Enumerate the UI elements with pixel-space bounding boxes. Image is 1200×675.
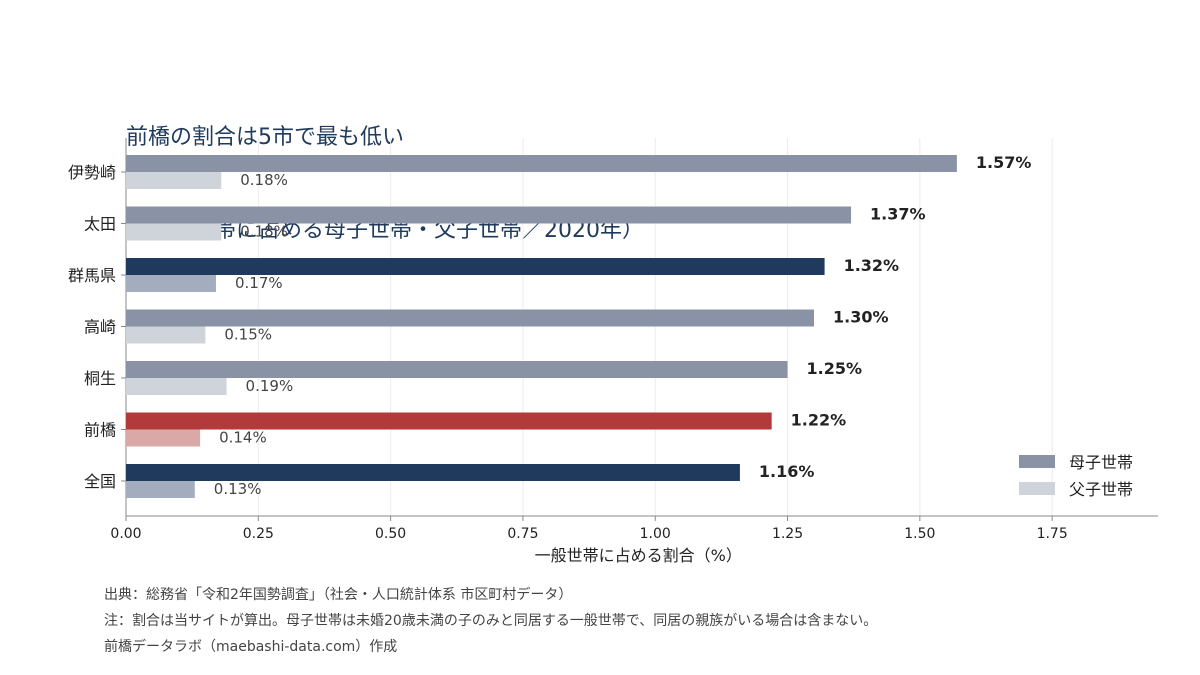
bar-mother-0 bbox=[126, 155, 957, 172]
data-label-father: 0.18% bbox=[240, 223, 288, 241]
bar-mother-1 bbox=[126, 206, 852, 224]
bar-mother-4 bbox=[126, 361, 788, 378]
legend-swatch-father bbox=[1019, 482, 1055, 495]
data-label-mother: 1.37% bbox=[870, 205, 926, 224]
footnote-note: 注：割合は当サイトが算出。母子世帯は未婚20歳未満の子のみと同居する一般世帯で、… bbox=[104, 613, 878, 629]
x-tick-label: 1.50 bbox=[904, 526, 935, 542]
legend-label-mother: 母子世帯 bbox=[1069, 453, 1133, 472]
bar-father-2 bbox=[126, 275, 216, 292]
bar-father-5 bbox=[126, 429, 201, 447]
bar-mother-5 bbox=[126, 412, 772, 430]
data-label-mother: 1.16% bbox=[759, 462, 815, 481]
category-label: 前橋 bbox=[84, 421, 116, 440]
bar-father-4 bbox=[126, 378, 227, 395]
bar-father-0 bbox=[126, 172, 222, 189]
data-label-father: 0.19% bbox=[246, 377, 294, 395]
category-label: 太田 bbox=[84, 215, 116, 234]
bar-father-1 bbox=[126, 223, 222, 241]
x-tick-label: 1.25 bbox=[772, 526, 803, 542]
legend-label-father: 父子世帯 bbox=[1069, 480, 1133, 499]
data-label-mother: 1.22% bbox=[791, 411, 847, 430]
x-tick-label: 1.75 bbox=[1037, 526, 1068, 542]
x-tick-label: 0.00 bbox=[110, 526, 141, 542]
category-label: 全国 bbox=[84, 472, 116, 491]
x-tick-label: 0.50 bbox=[375, 526, 406, 542]
data-label-mother: 1.57% bbox=[976, 153, 1032, 172]
bar-mother-2 bbox=[126, 258, 825, 275]
legend-swatch-mother bbox=[1019, 455, 1055, 468]
category-label: 桐生 bbox=[84, 369, 116, 388]
x-tick-label: 0.75 bbox=[507, 526, 538, 542]
data-label-father: 0.15% bbox=[224, 326, 272, 344]
x-tick-label: 0.25 bbox=[243, 526, 274, 542]
bar-father-6 bbox=[126, 481, 195, 498]
footnote-credit: 前橋データラボ（maebashi-data.com）作成 bbox=[104, 639, 398, 655]
x-axis-label: 一般世帯に占める割合（%） bbox=[535, 546, 742, 565]
data-label-mother: 1.32% bbox=[844, 256, 900, 275]
footnote-source: 出典：総務省「令和2年国勢調査」（社会・人口統計体系 市区町村データ） bbox=[104, 587, 573, 603]
data-label-father: 0.18% bbox=[240, 171, 288, 189]
chart-title-line1: 前橋の割合は5市で最も低い bbox=[126, 125, 404, 150]
category-label: 伊勢崎 bbox=[68, 163, 116, 182]
category-label: 群馬県 bbox=[68, 266, 116, 285]
category-label: 高崎 bbox=[84, 318, 116, 337]
data-label-father: 0.14% bbox=[219, 429, 267, 447]
bar-mother-6 bbox=[126, 464, 740, 481]
data-label-father: 0.17% bbox=[235, 274, 283, 292]
bar-father-3 bbox=[126, 326, 206, 344]
data-label-mother: 1.30% bbox=[833, 308, 889, 327]
bar-mother-3 bbox=[126, 309, 814, 327]
x-tick-label: 1.00 bbox=[640, 526, 671, 542]
data-label-father: 0.13% bbox=[214, 480, 262, 498]
footnotes: 出典：総務省「令和2年国勢調査」（社会・人口統計体系 市区町村データ） 注：割合… bbox=[104, 582, 877, 660]
data-label-mother: 1.25% bbox=[807, 359, 863, 378]
